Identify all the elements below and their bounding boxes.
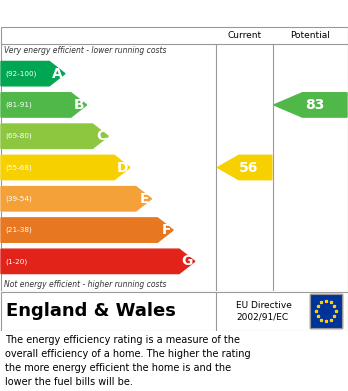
Text: (92-100): (92-100) — [5, 70, 37, 77]
Text: 83: 83 — [305, 98, 324, 112]
Text: Very energy efficient - lower running costs: Very energy efficient - lower running co… — [4, 46, 166, 55]
Text: E: E — [140, 192, 150, 206]
Text: F: F — [162, 223, 171, 237]
FancyArrow shape — [1, 124, 108, 149]
Text: Energy Efficiency Rating: Energy Efficiency Rating — [6, 5, 208, 20]
Text: C: C — [96, 129, 106, 143]
Bar — [310, 294, 342, 328]
FancyArrow shape — [1, 187, 151, 211]
Text: EU Directive
2002/91/EC: EU Directive 2002/91/EC — [236, 301, 292, 321]
Text: (81-91): (81-91) — [5, 102, 32, 108]
Text: (1-20): (1-20) — [5, 258, 27, 265]
Text: (39-54): (39-54) — [5, 196, 32, 202]
Text: (21-38): (21-38) — [5, 227, 32, 233]
FancyArrow shape — [1, 93, 87, 117]
FancyArrow shape — [1, 61, 65, 86]
FancyArrow shape — [1, 155, 130, 180]
FancyArrow shape — [1, 249, 195, 274]
Text: G: G — [181, 255, 193, 268]
Text: England & Wales: England & Wales — [6, 302, 176, 320]
Text: A: A — [52, 66, 63, 81]
Bar — [310, 294, 342, 328]
Text: Not energy efficient - higher running costs: Not energy efficient - higher running co… — [4, 280, 166, 289]
Text: 56: 56 — [239, 160, 258, 174]
Text: (55-68): (55-68) — [5, 164, 32, 171]
FancyArrow shape — [274, 93, 347, 117]
Text: Current: Current — [228, 30, 262, 39]
Text: D: D — [116, 160, 128, 174]
Text: The energy efficiency rating is a measure of the
overall efficiency of a home. T: The energy efficiency rating is a measur… — [5, 335, 251, 387]
FancyArrow shape — [1, 218, 173, 242]
Text: Potential: Potential — [291, 30, 330, 39]
FancyArrow shape — [218, 155, 272, 180]
Text: B: B — [74, 98, 85, 112]
Text: (69-80): (69-80) — [5, 133, 32, 140]
